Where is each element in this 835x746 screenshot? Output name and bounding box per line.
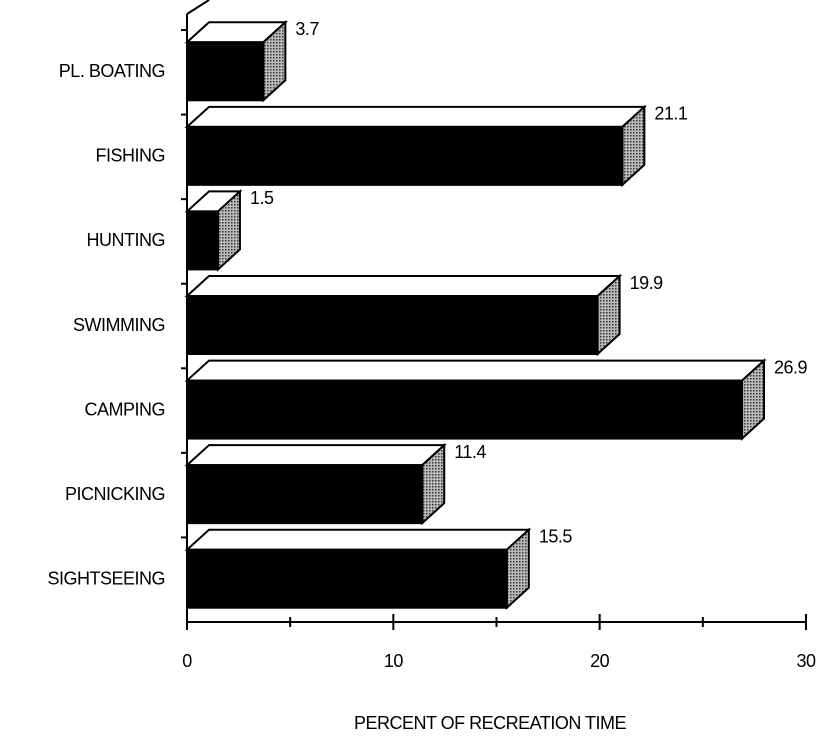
value-label: 21.1 [654, 104, 688, 124]
value-label: 11.4 [454, 442, 486, 462]
bar-top [184, 275, 623, 297]
bar [186, 379, 744, 440]
bar [186, 210, 219, 271]
category-label: SWIMMING [73, 315, 165, 335]
bar [186, 41, 265, 102]
bar [186, 548, 508, 609]
bar-top [184, 528, 532, 551]
bar [186, 125, 624, 186]
x-tick-label: 10 [384, 651, 404, 671]
category-label: FISHING [95, 146, 165, 166]
bar-top [184, 444, 447, 467]
x-tick-label: 20 [590, 651, 610, 671]
category-label: HUNTING [87, 230, 166, 250]
value-label: 15.5 [539, 526, 573, 546]
value-label: 1.5 [250, 188, 274, 208]
value-label: 3.7 [295, 19, 319, 39]
value-label: 19.9 [630, 273, 664, 293]
bar-top [184, 359, 767, 382]
x-axis-label: PERCENT OF RECREATION TIME [354, 713, 627, 733]
y-axis-depth [186, 0, 210, 15]
category-label: PICNICKING [65, 484, 165, 504]
bar-top [184, 105, 647, 128]
x-tick-label: 30 [796, 651, 816, 671]
x-tick-label: 0 [182, 651, 192, 671]
value-label: 26.9 [774, 357, 808, 377]
bar [186, 295, 599, 355]
category-label: PL. BOATING [59, 61, 165, 81]
category-label: CAMPING [84, 399, 165, 419]
bar [186, 464, 424, 525]
category-label: SIGHTSEEING [47, 568, 165, 588]
